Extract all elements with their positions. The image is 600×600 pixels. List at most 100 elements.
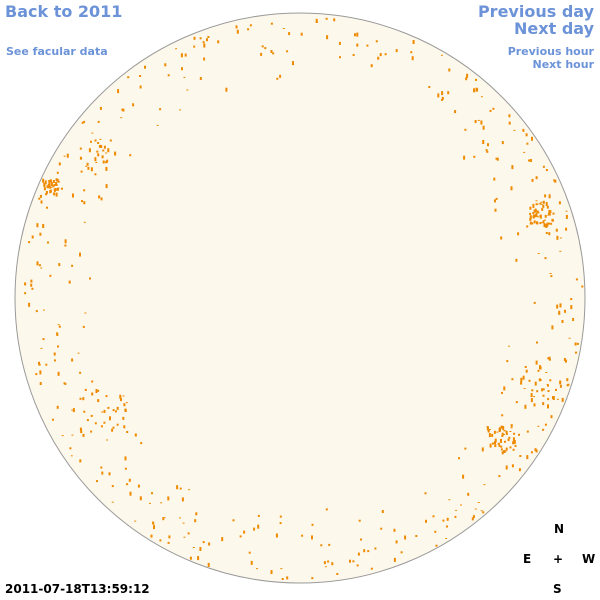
facula — [534, 448, 537, 452]
facula — [441, 91, 444, 96]
facula — [56, 405, 59, 409]
facula — [556, 235, 559, 240]
facula — [71, 358, 74, 362]
facula — [86, 419, 89, 422]
facula — [124, 409, 127, 412]
facula — [36, 261, 39, 266]
facula — [69, 447, 72, 450]
facula — [276, 77, 279, 80]
facula — [492, 107, 495, 110]
facula — [485, 149, 488, 152]
facula — [56, 180, 58, 182]
facula — [28, 302, 31, 307]
facula — [505, 447, 508, 451]
facula — [488, 429, 491, 430]
next-hour-link[interactable]: Next hour — [532, 58, 595, 71]
facular-link[interactable]: See facular data — [6, 45, 108, 58]
facula — [134, 433, 137, 437]
facula — [497, 443, 500, 445]
facula — [139, 496, 142, 501]
facula — [511, 165, 514, 170]
facula — [493, 177, 496, 181]
facula — [545, 169, 548, 171]
facula — [575, 351, 577, 354]
facula — [538, 215, 541, 217]
facula — [54, 182, 57, 184]
facula — [24, 292, 27, 295]
facula — [548, 222, 550, 225]
facula — [301, 534, 304, 537]
facula — [384, 53, 387, 56]
facula — [434, 530, 437, 533]
facula — [529, 159, 532, 162]
compass-north: N — [554, 522, 565, 536]
facula — [542, 402, 545, 406]
facula — [565, 210, 568, 212]
facula — [509, 446, 512, 449]
facula — [356, 32, 359, 37]
facula — [542, 200, 545, 204]
facula — [82, 397, 85, 401]
facula — [489, 443, 492, 448]
facula — [491, 433, 494, 437]
facula — [477, 502, 480, 503]
facula — [544, 257, 547, 260]
facula — [97, 399, 100, 403]
facula — [70, 455, 73, 457]
facula — [473, 88, 475, 93]
facula — [536, 210, 539, 213]
facula — [543, 223, 546, 228]
facula — [179, 487, 182, 490]
facula — [535, 449, 538, 453]
facula — [188, 489, 191, 491]
facula — [168, 535, 171, 539]
facula — [97, 142, 100, 144]
facula — [366, 44, 369, 47]
facula — [182, 522, 185, 524]
facula — [279, 522, 282, 525]
back-link[interactable]: Back to 2011 — [5, 2, 123, 21]
facula — [531, 389, 534, 392]
facula — [183, 76, 186, 78]
facula — [79, 371, 82, 374]
facula — [96, 150, 99, 153]
facula — [270, 570, 273, 575]
facula — [79, 147, 82, 150]
facula — [561, 397, 564, 402]
facula — [411, 56, 414, 61]
facula — [55, 178, 58, 181]
facula — [563, 358, 566, 361]
facula — [471, 517, 474, 521]
facula — [509, 431, 512, 432]
facula — [500, 438, 502, 443]
facula — [526, 455, 529, 460]
facula — [84, 312, 87, 314]
facula — [526, 430, 529, 433]
facula — [45, 193, 48, 196]
facula — [175, 48, 178, 50]
previous-hour-link[interactable]: Previous hour — [507, 45, 594, 58]
facula — [91, 392, 94, 396]
facula — [43, 187, 46, 191]
facula — [529, 215, 532, 220]
facula — [480, 96, 483, 98]
facula — [514, 444, 517, 447]
next-day-link[interactable]: Next day — [514, 19, 594, 38]
compass-center: + — [553, 552, 564, 566]
facula — [504, 440, 506, 443]
facula — [415, 535, 418, 537]
facula — [561, 320, 564, 323]
facula — [566, 384, 569, 387]
facula — [513, 432, 516, 435]
facula — [53, 188, 56, 192]
facula — [247, 28, 250, 31]
facula — [542, 428, 545, 431]
facula — [540, 201, 543, 203]
facula — [90, 140, 92, 143]
facula — [116, 423, 119, 426]
facula — [288, 32, 291, 36]
facula — [286, 576, 289, 580]
previous-day-link[interactable]: Previous day — [477, 2, 594, 21]
facula — [203, 43, 206, 48]
